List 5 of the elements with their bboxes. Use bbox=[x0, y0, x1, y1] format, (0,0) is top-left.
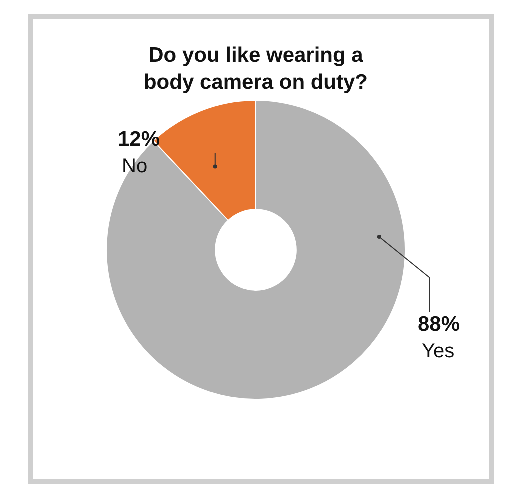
chart-title: Do you like wearing a body camera on duty? bbox=[142, 43, 370, 96]
slice-label: No bbox=[122, 156, 148, 178]
data-label: 88% bbox=[418, 312, 460, 336]
data-label: 12% bbox=[118, 128, 160, 151]
slice-label: Yes bbox=[422, 340, 455, 363]
